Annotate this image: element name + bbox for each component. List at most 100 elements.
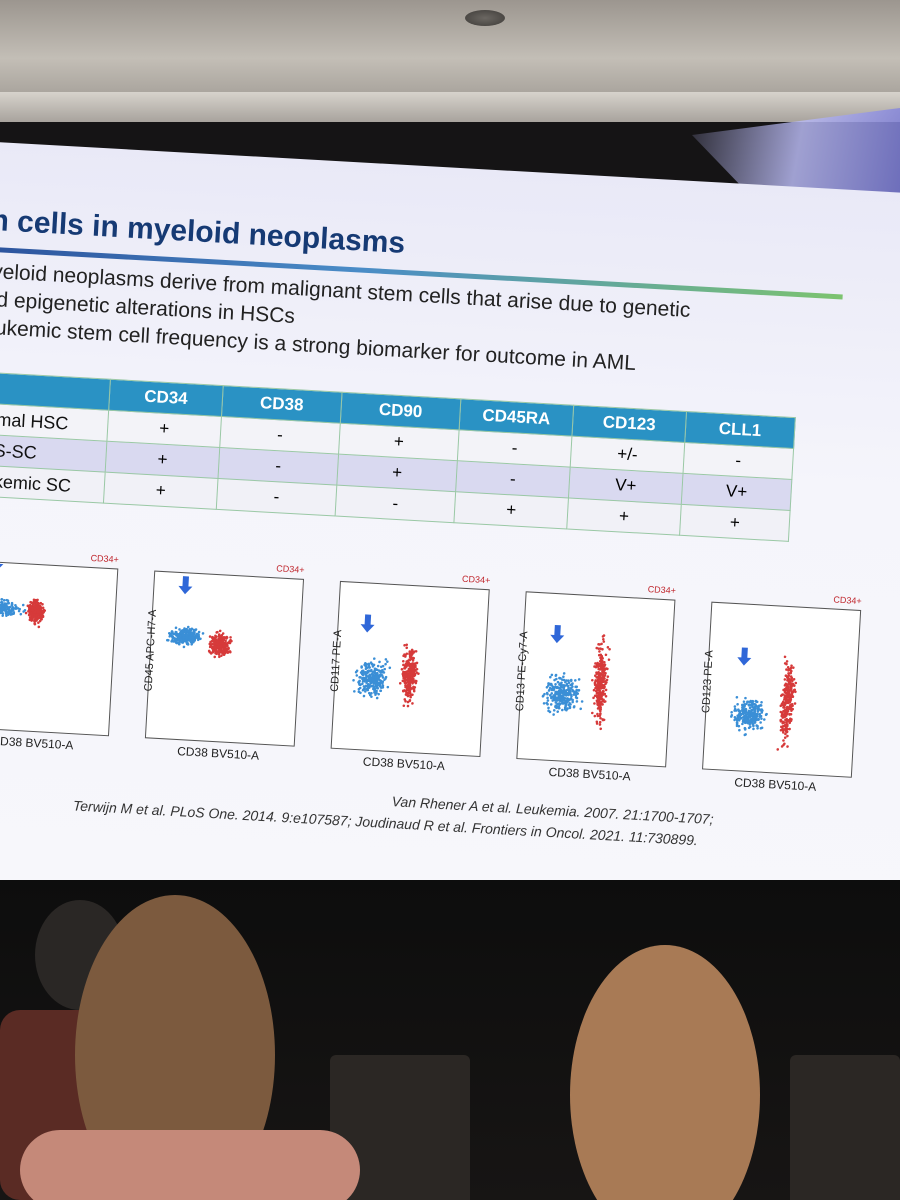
red-population-dot <box>216 640 220 644</box>
blue-population-dot <box>571 682 574 685</box>
blue-population-dot <box>759 703 762 707</box>
blue-population-dot <box>360 665 363 668</box>
blue-population-dot <box>759 727 763 730</box>
red-population-dot <box>597 663 600 666</box>
blue-population-dot <box>554 690 557 694</box>
blue-population-dot <box>372 685 376 689</box>
red-population-dot <box>790 707 794 711</box>
red-population-dot <box>602 637 605 641</box>
blue-population-dot <box>564 694 568 697</box>
blue-population-dot <box>733 707 737 711</box>
red-population-dot <box>603 700 606 703</box>
red-population-dot <box>790 692 794 696</box>
red-population-dot <box>225 642 229 645</box>
red-population-dot <box>34 603 37 606</box>
red-population-dot <box>600 684 604 688</box>
blue-population-dot <box>189 634 193 637</box>
blue-population-dot <box>0 598 3 601</box>
blue-population-dot <box>575 688 579 692</box>
blue-population-dot <box>562 686 566 689</box>
red-population-dot <box>597 702 601 705</box>
blue-population-dot <box>167 631 171 635</box>
red-population-dot <box>606 646 610 649</box>
red-population-dot <box>598 691 601 695</box>
blue-population-dot <box>545 686 549 689</box>
red-population-dot <box>601 718 604 721</box>
blue-population-dot <box>379 670 382 674</box>
red-population-dot <box>794 681 798 685</box>
red-population-dot <box>414 681 418 685</box>
red-population-dot <box>35 613 38 617</box>
red-population-dot <box>789 687 793 691</box>
red-population-dot <box>410 662 414 666</box>
red-population-dot <box>211 635 214 639</box>
blue-population-dot <box>764 713 768 717</box>
blue-population-dot <box>185 633 189 637</box>
red-population-dot <box>403 667 407 670</box>
blue-population-dot <box>743 702 746 706</box>
blue-population-dot <box>180 631 183 634</box>
red-population-dot <box>591 678 594 682</box>
red-population-dot <box>592 688 596 692</box>
blue-population-dot <box>751 700 755 703</box>
flow-plot-1: CD34+ CD38 BV510-A <box>0 545 119 764</box>
blue-population-dot <box>174 632 177 635</box>
blue-population-dot <box>546 696 549 700</box>
blue-population-dot <box>166 639 170 642</box>
red-population-dot <box>41 603 44 606</box>
red-population-dot <box>37 625 41 629</box>
red-population-dot <box>417 672 420 676</box>
red-population-dot <box>404 674 408 677</box>
red-population-dot <box>780 745 784 748</box>
blue-population-dot <box>570 695 573 698</box>
blue-population-dot <box>562 697 566 701</box>
blue-population-dot <box>381 684 384 688</box>
red-population-dot <box>790 669 793 673</box>
red-population-dot <box>215 642 219 646</box>
blue-population-dot <box>737 724 741 728</box>
red-population-dot <box>787 672 790 675</box>
chair <box>790 1055 900 1200</box>
blue-population-dot <box>737 712 741 716</box>
red-population-dot <box>411 669 415 673</box>
red-population-dot <box>783 655 787 659</box>
red-population-dot <box>788 727 791 731</box>
red-population-dot <box>598 720 602 724</box>
red-population-dot <box>405 660 408 663</box>
blue-population-dot <box>567 693 570 697</box>
blue-population-dot <box>756 707 759 711</box>
cd34-tag: CD34+ <box>833 594 862 607</box>
red-population-dot <box>412 687 415 690</box>
red-population-dot <box>217 653 221 656</box>
blue-population-dot <box>562 684 566 687</box>
blue-population-dot <box>4 605 7 609</box>
blue-population-dot <box>546 699 550 702</box>
blue-population-dot <box>575 696 579 700</box>
blue-population-dot <box>171 635 174 639</box>
red-population-dot <box>223 644 227 647</box>
blue-population-dot <box>177 642 181 646</box>
red-population-dot <box>786 734 789 738</box>
blue-population-dot <box>741 722 744 726</box>
red-population-dot <box>38 615 42 618</box>
red-population-dot <box>31 613 34 616</box>
red-population-dot <box>221 632 225 635</box>
red-population-dot <box>600 661 604 665</box>
audience-silhouettes <box>0 895 760 1200</box>
red-population-dot <box>408 658 412 662</box>
blue-population-dot <box>556 710 560 713</box>
red-population-dot <box>403 681 407 685</box>
blue-population-dot <box>182 634 186 637</box>
blue-population-dot <box>753 719 757 723</box>
cd34-tag: CD34+ <box>90 552 120 565</box>
blue-population-dot <box>562 687 566 691</box>
cd34-tag: CD34+ <box>461 573 491 586</box>
red-population-dot <box>597 667 600 671</box>
red-population-dot <box>598 650 601 653</box>
blue-population-dot <box>559 688 563 692</box>
blue-population-dot <box>551 699 555 702</box>
blue-population-dot <box>545 701 548 705</box>
red-population-dot <box>402 704 406 708</box>
red-population-dot <box>408 698 412 702</box>
blue-population-dot <box>569 703 572 706</box>
